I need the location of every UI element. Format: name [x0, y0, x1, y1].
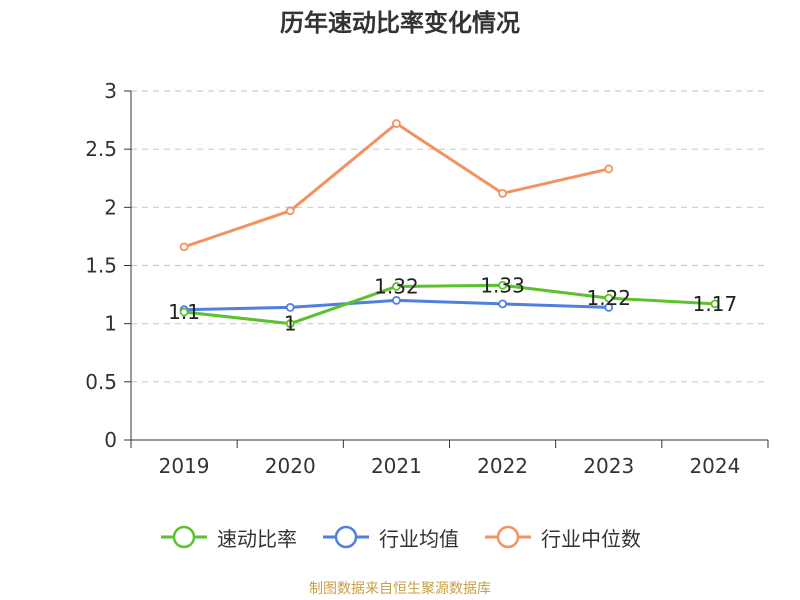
data-point[interactable] [285, 319, 295, 329]
legend-swatch-industry-median-icon [485, 525, 531, 549]
data-point[interactable] [710, 299, 720, 309]
x-tick-label: 2022 [477, 454, 528, 478]
y-tick-label: 3 [104, 79, 117, 103]
data-point[interactable] [498, 280, 507, 290]
legend-item-industry-median[interactable]: 行业中位数 [483, 523, 641, 552]
x-tick-label: 2019 [159, 454, 210, 478]
legend-label-quick-ratio: 速动比率 [217, 526, 297, 551]
data-point[interactable] [498, 188, 507, 198]
y-tick-label: 1.5 [85, 254, 117, 278]
data-label: 1.1 [168, 300, 200, 324]
legend-swatch-quick-ratio-icon [161, 525, 207, 549]
data-point[interactable] [392, 295, 401, 305]
chart-title: 历年速动比率变化情况 [280, 9, 520, 37]
data-point[interactable] [498, 299, 507, 309]
axes: 0 0.5 1 1.5 2 2.5 3 2019 2020 2021 2022 2023 2024 [85, 79, 769, 478]
grid-lines [131, 90, 768, 383]
source-note: 制图数据来自恒生聚源数据库 [309, 581, 491, 597]
data-point[interactable] [179, 307, 189, 317]
x-tick-label: 2023 [583, 454, 634, 478]
data-point[interactable] [604, 293, 614, 303]
series-line-2 [183, 122, 610, 249]
data-label: 1.22 [586, 286, 631, 310]
y-tick-label: 1 [104, 312, 117, 336]
data-label: 1 [284, 312, 297, 336]
data-point[interactable] [285, 302, 295, 312]
data-point[interactable] [604, 302, 614, 312]
y-tick-label: 2.5 [85, 137, 117, 161]
y-tick-label: 2 [104, 195, 117, 219]
legend-item-industry-mean[interactable]: 行业均值 [321, 523, 459, 552]
data-point[interactable] [604, 164, 614, 174]
data-point[interactable] [179, 242, 189, 252]
data-label: 1.17 [693, 292, 738, 316]
y-tick-label: 0 [104, 428, 117, 452]
series-lines [179, 119, 720, 329]
data-labels: 1.1 1 1.32 1.33 1.22 1.17 [168, 273, 737, 335]
legend: 速动比率 行业均值 行业中位数 [0, 520, 800, 554]
data-point[interactable] [392, 282, 401, 291]
data-label: 1.33 [480, 273, 525, 297]
data-point[interactable] [285, 206, 295, 216]
x-tick-label: 2020 [265, 454, 316, 478]
x-tick-label: 2021 [371, 454, 422, 478]
y-tick-label: 0.5 [85, 370, 117, 394]
series-line-0 [183, 283, 715, 326]
legend-label-industry-mean: 行业均值 [379, 526, 459, 551]
legend-item-quick-ratio[interactable]: 速动比率 [159, 523, 297, 552]
x-tick-label: 2024 [689, 454, 740, 478]
legend-swatch-industry-mean-icon [323, 525, 369, 549]
legend-label-industry-median: 行业中位数 [541, 526, 641, 551]
data-label: 1.32 [374, 274, 419, 298]
data-point[interactable] [392, 119, 401, 128]
